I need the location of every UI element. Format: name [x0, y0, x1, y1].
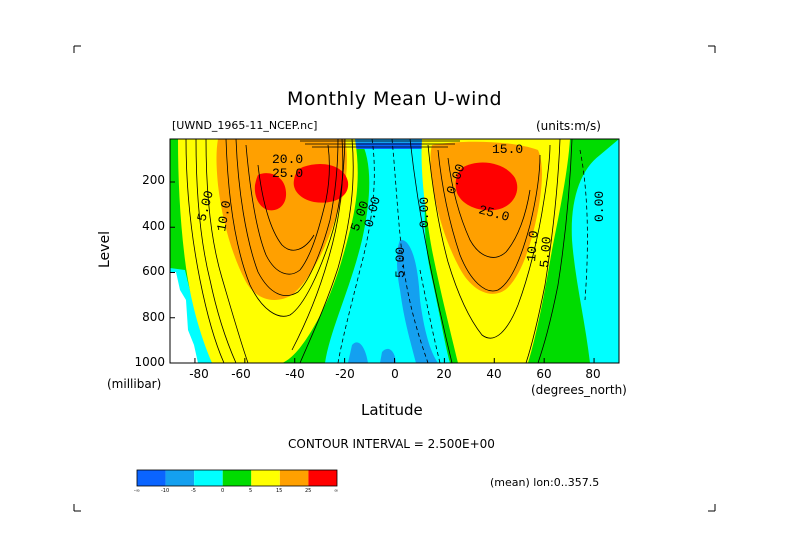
- x-tick-label: -20: [335, 367, 355, 381]
- crop-marks: [73, 45, 716, 512]
- colorbar-frame: [136, 469, 338, 487]
- units-label: (units:m/s): [536, 119, 601, 133]
- y-axis-unit: (millibar): [107, 377, 162, 391]
- y-axis-title: Level: [97, 231, 113, 268]
- contour-field: [170, 139, 619, 363]
- south-missing: [170, 272, 198, 363]
- north-polar-cyan: [571, 139, 619, 363]
- colorbar-swatch: [222, 470, 252, 486]
- x-tick-label: 20: [436, 367, 452, 381]
- contour-label: 5.00: [537, 236, 555, 268]
- tick-marks: [170, 181, 595, 364]
- colorbar-swatch: [165, 470, 195, 486]
- x-tick-label: -60: [231, 367, 251, 381]
- stratosphere-contours: [300, 140, 460, 148]
- x-tick-label: 40: [486, 367, 502, 381]
- colorbar-swatch: [308, 470, 337, 486]
- colorbar-label: 0: [221, 488, 225, 494]
- tropical-blue-patch-3: [380, 348, 396, 363]
- contour-label: 20.0: [272, 152, 303, 167]
- contour-label: 15.0: [492, 142, 523, 157]
- contour-label: 10.0: [214, 199, 234, 232]
- y-tick-label: 600: [142, 264, 165, 278]
- colorbar-swatch: [251, 470, 280, 486]
- south-jet-red-secondary: [254, 173, 287, 211]
- x-tick-label: -80: [189, 367, 209, 381]
- colorbar-label: -∞: [134, 488, 140, 494]
- contour-label: 10.0: [524, 230, 542, 262]
- x-tick-label: 60: [536, 367, 552, 381]
- colorbar-swatch: [137, 470, 166, 486]
- contour-lines: [185, 139, 573, 363]
- contour-label: 0.00: [592, 191, 607, 222]
- chart-title: Monthly Mean U-wind: [286, 88, 503, 110]
- y-tick-label: 400: [142, 219, 165, 233]
- colorbar-label: -10: [161, 488, 170, 494]
- y-tick-label: 800: [142, 310, 165, 324]
- colorbar-label: ∞: [334, 488, 339, 494]
- tropical-blue-patch: [397, 239, 438, 363]
- colorbar-label: 15: [276, 488, 283, 494]
- x-tick-label: 0: [391, 367, 399, 381]
- colorbar-label: 25: [305, 488, 312, 494]
- tropical-blue-patch-2: [348, 342, 368, 363]
- colorbar-label: -5: [191, 488, 196, 494]
- colorbar-label: 5: [249, 488, 253, 494]
- mean-note: (mean) lon:0..357.5: [490, 476, 600, 489]
- x-axis-title: Latitude: [361, 401, 423, 419]
- contour-interval-text: CONTOUR INTERVAL = 2.500E+00: [288, 437, 495, 451]
- contour-label: 0.00: [417, 197, 432, 228]
- x-tick-label: 80: [585, 367, 601, 381]
- colorbar-swatch: [194, 470, 223, 486]
- y-tick-label: 200: [142, 173, 165, 187]
- contour-label: 25.0: [272, 166, 303, 181]
- colorbar: [136, 469, 338, 487]
- x-axis-unit: (degrees_north): [531, 383, 627, 397]
- contour-lines-dashed: [337, 139, 588, 363]
- north-jet-red-core: [455, 162, 518, 211]
- dataset-label: [UWND_1965-11_NCEP.nc]: [172, 119, 318, 132]
- x-tick-label: -40: [285, 367, 305, 381]
- y-tick-label: 1000: [134, 355, 165, 369]
- colorbar-swatch: [279, 470, 309, 486]
- contour-label: 5.00: [393, 247, 408, 278]
